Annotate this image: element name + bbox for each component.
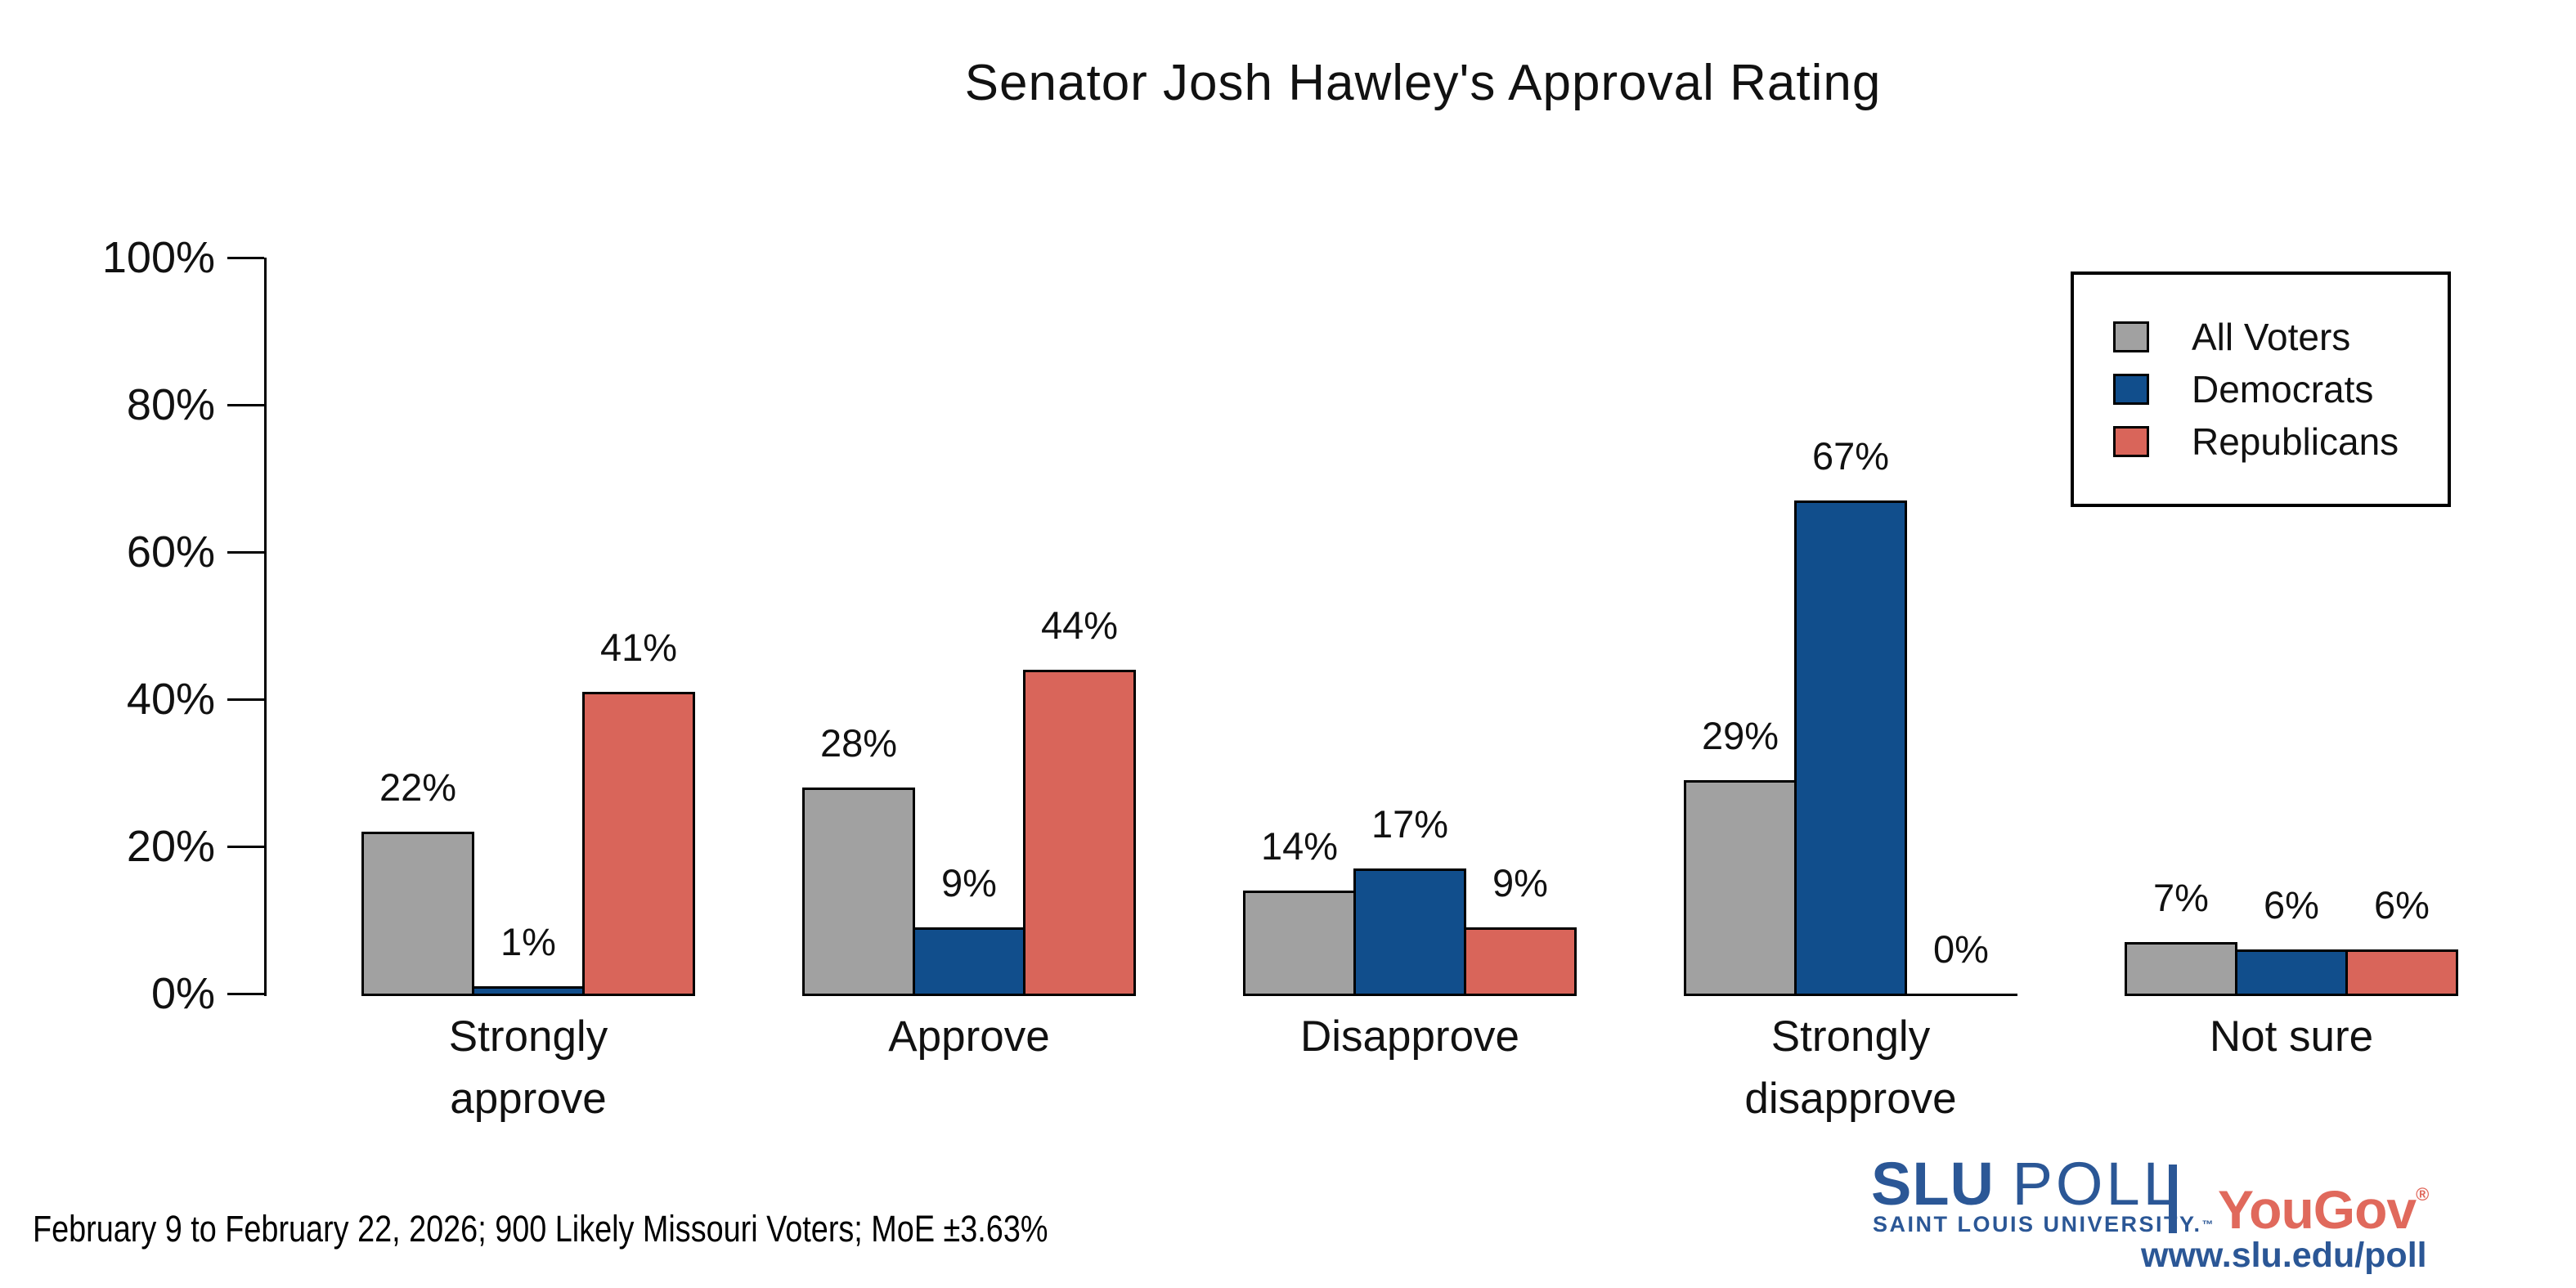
bar-value-label: 17%	[1371, 802, 1449, 846]
bar-group-disapprove: 14% 17% 9% Disapprove	[1243, 258, 1577, 1061]
bar-value-label: 6%	[2374, 883, 2430, 927]
university-label: SAINT LOUIS UNIVERSITY.	[1873, 1212, 2202, 1236]
chart-title: Senator Josh Hawley's Approval Rating	[964, 55, 1882, 111]
x-category-label: Strongly disapprove	[1654, 1006, 2047, 1130]
bar-group-not-sure: 7% 6% 6% Not sure	[2125, 258, 2458, 1061]
bar-value-label: 0%	[1933, 927, 1989, 971]
bar-democrats	[913, 927, 1025, 996]
bar-value-label: 7%	[2153, 876, 2209, 919]
bar-republicans	[2345, 949, 2458, 996]
bar-value-label: 28%	[819, 721, 898, 765]
bar-republicans	[1023, 670, 1136, 996]
saint-louis-university-text: SAINT LOUIS UNIVERSITY.™	[1873, 1212, 2214, 1236]
bar-value-label: 22%	[379, 765, 457, 809]
x-category-label: Approve	[773, 1006, 1165, 1068]
x-category-label-line: Strongly	[448, 1012, 608, 1061]
y-axis-tick	[227, 551, 264, 554]
x-category-label: Disapprove	[1214, 1006, 1606, 1068]
x-category-label-line: approve	[450, 1075, 607, 1123]
trademark-symbol: ™	[2201, 1218, 2214, 1231]
y-tick-label: 40%	[126, 675, 215, 724]
yougov-logo: YouGov®	[2218, 1166, 2429, 1238]
bar-value-label: 29%	[1701, 714, 1779, 757]
bar-value-label: 9%	[1492, 861, 1548, 904]
bar-all-voters	[361, 832, 474, 996]
legend-label-democrats: Democrats	[2192, 368, 2374, 411]
x-category-label: Strongly approve	[332, 1006, 725, 1130]
bar-all-voters	[802, 788, 915, 996]
legend: All Voters Democrats Republicans	[2071, 272, 2451, 507]
slu-poll-logo: SLU POLL	[1871, 1151, 2180, 1217]
y-tick-label: 20%	[126, 822, 215, 871]
legend-swatch-all-voters	[2113, 321, 2149, 352]
y-tick-label: 0%	[150, 969, 215, 1018]
bar-democrats	[1794, 500, 1907, 996]
legend-label-all-voters: All Voters	[2192, 316, 2351, 358]
y-axis-tick	[227, 404, 264, 406]
bar-group-approve: 28% 9% 44% Approve	[802, 258, 1136, 1061]
bar-value-label: 14%	[1260, 824, 1339, 868]
x-category-label-line: Not sure	[2209, 1012, 2374, 1061]
y-axis-tick	[227, 257, 264, 259]
legend-row-republicans: Republicans	[2113, 422, 2448, 461]
y-tick-label: 60%	[126, 527, 215, 577]
legend-swatch-republicans	[2113, 426, 2149, 457]
bar-group-strongly-approve: 22% 1% 41% Strongly approve	[361, 258, 695, 1123]
bar-value-label: 6%	[2264, 883, 2319, 927]
x-category-label-line: Strongly	[1770, 1012, 1931, 1061]
y-tick-label: 80%	[126, 380, 215, 429]
bar-value-label: 9%	[941, 861, 997, 904]
bar-democrats	[1353, 868, 1466, 996]
y-tick-label: 100%	[101, 233, 215, 282]
x-category-label: Not sure	[2095, 1006, 2488, 1068]
x-category-label-line: Disapprove	[1299, 1012, 1520, 1061]
y-axis-tick	[227, 993, 264, 995]
bar-democrats	[2235, 949, 2348, 996]
legend-row-all-voters: All Voters	[2113, 317, 2448, 357]
bar-all-voters	[1243, 891, 1356, 996]
legend-swatch-democrats	[2113, 374, 2149, 405]
bar-value-label: 41%	[599, 626, 678, 669]
methodology-footnote: February 9 to February 22, 2026; 900 Lik…	[33, 1208, 1048, 1250]
x-category-label-line: Approve	[888, 1012, 1050, 1061]
yougov-wordmark: YouGov	[2218, 1179, 2417, 1240]
y-axis-spine	[264, 258, 267, 996]
logo-divider	[2169, 1165, 2177, 1233]
bar-republicans	[582, 692, 695, 996]
bar-group-strongly-disapprove: 29% 67% 0% Strongly disapprove	[1684, 258, 2017, 1123]
bar-republicans	[1464, 927, 1577, 996]
poll-logo-text: POLL	[2012, 1150, 2180, 1218]
legend-row-democrats: Democrats	[2113, 370, 2448, 409]
bar-value-label: 44%	[1040, 604, 1119, 647]
bar-value-label: 1%	[500, 920, 556, 963]
bar-all-voters	[1684, 780, 1797, 996]
y-axis-tick	[227, 846, 264, 848]
y-axis-tick	[227, 698, 264, 701]
registered-symbol: ®	[2416, 1184, 2430, 1205]
bar-democrats	[472, 986, 585, 996]
legend-label-republicans: Republicans	[2192, 420, 2399, 463]
bar-value-label: 67%	[1811, 434, 1890, 478]
x-category-label-line: disapprove	[1744, 1075, 1957, 1123]
bar-all-voters	[2125, 942, 2237, 996]
slu-logo-text: SLU	[1871, 1150, 1995, 1218]
poll-url: www.slu.edu/poll	[2141, 1236, 2427, 1275]
